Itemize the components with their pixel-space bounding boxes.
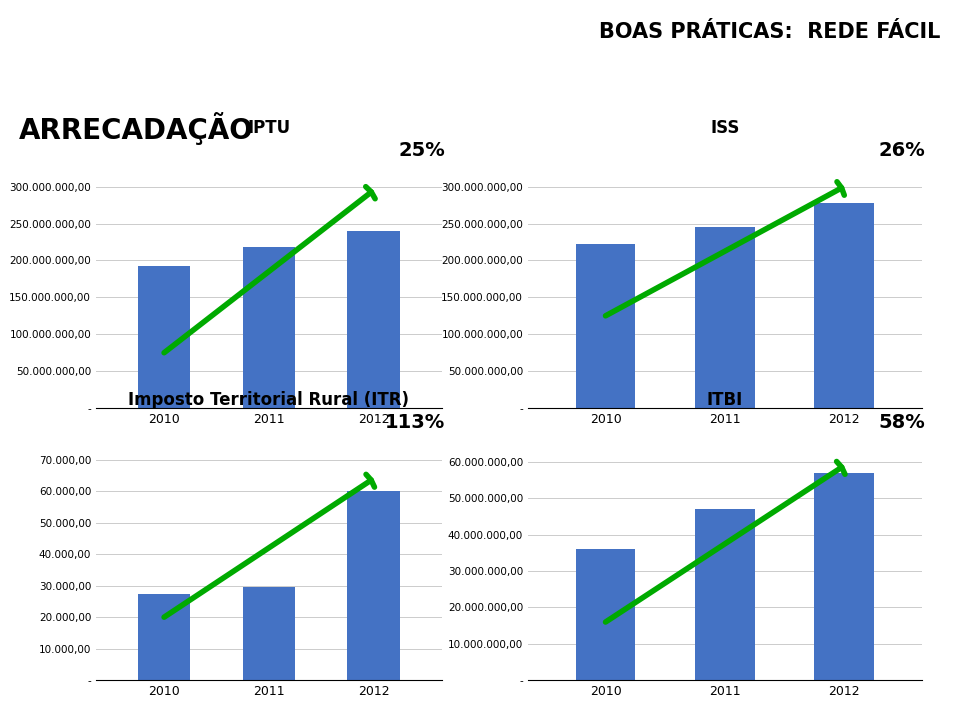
Title: Imposto Territorial Rural (ITR): Imposto Territorial Rural (ITR) [129, 391, 409, 409]
Text: 113%: 113% [385, 413, 445, 432]
Text: 58%: 58% [878, 413, 925, 432]
Text: 25%: 25% [398, 141, 445, 160]
Bar [814, 473, 874, 680]
Text: ARRECADAÇÃO: ARRECADAÇÃO [19, 112, 254, 145]
Title: ITBI: ITBI [707, 391, 743, 409]
Bar [576, 244, 636, 408]
Bar [695, 509, 755, 680]
Text: BOAS PRÁTICAS:  REDE FÁCIL: BOAS PRÁTICAS: REDE FÁCIL [599, 22, 941, 42]
Bar [814, 203, 874, 408]
Bar [348, 491, 399, 680]
Title: ISS: ISS [710, 119, 739, 137]
Bar [695, 227, 755, 408]
Bar [348, 231, 399, 408]
Bar [576, 549, 636, 680]
Bar [138, 594, 190, 680]
Bar [243, 247, 295, 408]
Bar [138, 266, 190, 408]
Text: 26%: 26% [878, 141, 925, 160]
Bar [243, 587, 295, 680]
Title: IPTU: IPTU [248, 119, 290, 137]
